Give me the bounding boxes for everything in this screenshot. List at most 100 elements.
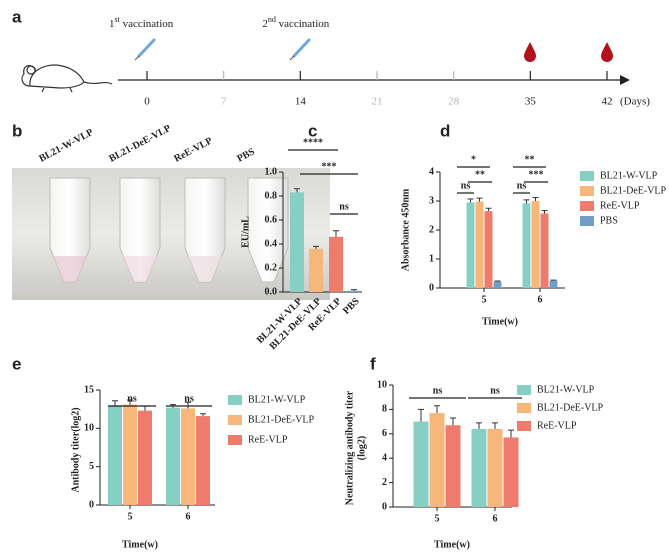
error-bar bbox=[127, 399, 133, 405]
error-bar bbox=[532, 197, 539, 201]
timeline-unit: (Days) bbox=[620, 96, 650, 108]
legend-label: BL21-W-VLP bbox=[248, 394, 306, 405]
y-tick-label: 0 bbox=[89, 499, 94, 510]
y-axis-label: Antibody titer(log2) bbox=[70, 407, 81, 492]
timeline-tick-label: 0 bbox=[144, 96, 150, 108]
error-bar bbox=[112, 400, 118, 406]
panel-letter: d bbox=[440, 121, 450, 140]
panel-letter: e bbox=[12, 354, 21, 373]
legend-label: ReE-VLP bbox=[537, 420, 577, 431]
legend-label: BL21-DeE-VLP bbox=[600, 185, 667, 196]
bar bbox=[471, 428, 487, 507]
syringe-icon bbox=[137, 38, 311, 58]
y-axis-label: Absorbance 450nm bbox=[400, 188, 411, 271]
y-tick-label: 3 bbox=[429, 195, 434, 206]
y-tick-label: 6 bbox=[382, 428, 387, 439]
y-tick-label: 1.0 bbox=[265, 166, 278, 177]
timeline-tick-label: 42 bbox=[602, 96, 613, 108]
error-bar bbox=[200, 413, 206, 417]
significance-label: ns bbox=[433, 385, 443, 396]
timeline-tick-label: 28 bbox=[448, 96, 460, 108]
bar bbox=[196, 416, 210, 505]
legend-label: ReE-VLP bbox=[600, 200, 640, 211]
error-bar bbox=[313, 245, 319, 249]
x-tick-label: 6 bbox=[493, 513, 498, 524]
bar bbox=[166, 407, 180, 505]
legend-label: BL21-DeE-VLP bbox=[248, 414, 315, 425]
error-bar bbox=[450, 417, 456, 426]
y-tick-label: 1 bbox=[429, 253, 434, 264]
bar bbox=[487, 428, 503, 507]
mouse-icon bbox=[21, 64, 113, 93]
y-tick-label: 10 bbox=[377, 379, 387, 390]
bar bbox=[429, 413, 445, 507]
significance-label: **** bbox=[303, 137, 323, 148]
bar bbox=[522, 203, 531, 288]
timeline-arrow bbox=[620, 75, 630, 85]
error-bar bbox=[508, 429, 514, 438]
photo-label: ReE-VLP bbox=[172, 135, 214, 164]
significance-label: ns bbox=[184, 393, 194, 404]
bar bbox=[484, 211, 493, 288]
vaccination-text: vaccination bbox=[276, 18, 330, 30]
legend-swatch bbox=[228, 415, 242, 425]
x-tick-label: 5 bbox=[128, 511, 133, 522]
legend-swatch bbox=[580, 201, 594, 211]
timeline-tick-label: 35 bbox=[525, 96, 537, 108]
y-tick-label: 0.8 bbox=[265, 190, 278, 201]
legend-swatch bbox=[517, 421, 531, 431]
bar bbox=[309, 248, 323, 292]
bar bbox=[531, 201, 540, 288]
photo-label: BL21-W-VLP bbox=[37, 127, 95, 165]
x-tick-label: 5 bbox=[482, 294, 487, 305]
y-tick-label: 10 bbox=[84, 423, 94, 434]
panel-letter: f bbox=[370, 354, 376, 373]
significance-label: ns bbox=[127, 393, 137, 404]
x-tick-label: 6 bbox=[538, 294, 543, 305]
legend-swatch bbox=[517, 403, 531, 413]
vaccination-label: 1st vaccination bbox=[109, 15, 174, 30]
x-tick-label: 5 bbox=[435, 513, 440, 524]
vaccination-text: vaccination bbox=[120, 18, 174, 30]
timeline-tick-label: 7 bbox=[221, 96, 227, 108]
bar bbox=[123, 404, 137, 505]
vaccination-label: 2nd vaccination bbox=[262, 15, 329, 30]
error-bar bbox=[142, 405, 148, 411]
ordinal-suffix: st bbox=[115, 15, 121, 24]
x-axis-label: Time(w) bbox=[122, 539, 158, 550]
error-bar bbox=[541, 210, 548, 214]
error-bar bbox=[476, 197, 483, 202]
error-bar bbox=[418, 408, 424, 422]
bar bbox=[445, 425, 461, 507]
y-tick-label: 0.0 bbox=[265, 286, 278, 297]
bar bbox=[475, 201, 484, 288]
error-bar bbox=[351, 289, 357, 291]
error-bar bbox=[494, 280, 501, 282]
significance-label: *** bbox=[529, 169, 544, 180]
error-bar bbox=[523, 199, 530, 204]
error-bar bbox=[485, 207, 492, 212]
bar bbox=[181, 408, 195, 505]
photo bbox=[12, 168, 330, 300]
legend-swatch bbox=[228, 395, 242, 405]
legend-swatch bbox=[228, 435, 242, 445]
error-bar bbox=[492, 422, 498, 429]
y-tick-label: 0.4 bbox=[265, 238, 278, 249]
legend-swatch bbox=[580, 171, 594, 181]
bar bbox=[347, 290, 361, 292]
bar bbox=[549, 280, 558, 288]
y-tick-label: 0 bbox=[429, 282, 434, 293]
error-bar bbox=[550, 279, 557, 281]
significance-label: ns bbox=[461, 180, 471, 191]
significance-label: ns bbox=[339, 201, 349, 212]
y-axis-label: EU/mL bbox=[240, 216, 251, 248]
y-tick-label: 5 bbox=[89, 461, 94, 472]
bar bbox=[290, 192, 304, 292]
bar bbox=[413, 421, 429, 507]
significance-label: * bbox=[471, 154, 476, 165]
y-tick-label: 4 bbox=[382, 452, 387, 463]
panel-letter: a bbox=[12, 7, 22, 26]
x-tick-label: PBS bbox=[341, 296, 362, 317]
error-bar bbox=[476, 422, 482, 429]
